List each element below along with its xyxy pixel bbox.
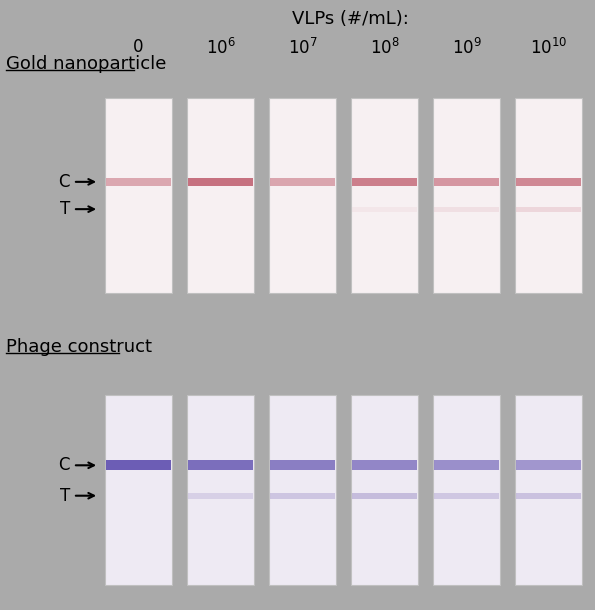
Bar (187, 98, 254, 293)
Text: C: C (58, 173, 70, 191)
Text: VLPs (#/mL):: VLPs (#/mL): (292, 10, 408, 28)
Bar (433, 395, 500, 585)
Bar (433, 98, 500, 293)
Text: $10^7$: $10^7$ (287, 38, 317, 58)
Text: $10^8$: $10^8$ (369, 38, 399, 58)
Bar (105, 98, 172, 293)
Bar (351, 98, 418, 293)
Bar (351, 395, 418, 585)
Text: $10^{10}$: $10^{10}$ (530, 38, 567, 58)
Text: T: T (60, 200, 70, 218)
Bar (269, 395, 336, 585)
Bar (269, 98, 336, 293)
Text: Gold nanoparticle: Gold nanoparticle (6, 55, 167, 73)
Text: C: C (58, 456, 70, 475)
Bar (515, 98, 582, 293)
Bar (187, 395, 254, 585)
Text: T: T (60, 487, 70, 504)
Text: $10^6$: $10^6$ (205, 38, 236, 58)
Text: 0: 0 (133, 38, 144, 56)
Text: $10^9$: $10^9$ (452, 38, 481, 58)
Text: Phage construct: Phage construct (6, 338, 152, 356)
Bar (515, 395, 582, 585)
Bar (105, 395, 172, 585)
